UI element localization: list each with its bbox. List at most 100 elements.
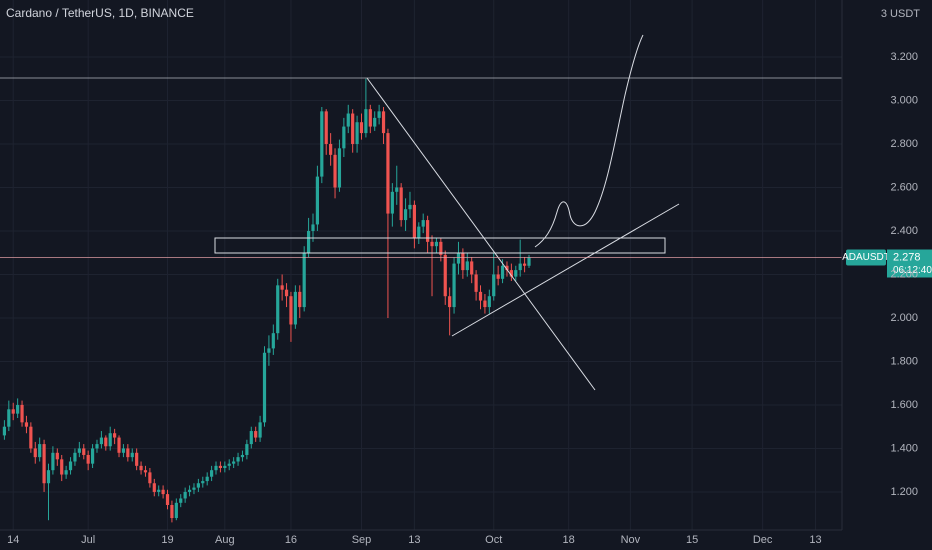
y-tick-label: 1.800 bbox=[890, 355, 918, 367]
zone-box bbox=[214, 237, 666, 254]
candle-body bbox=[452, 263, 456, 308]
descending-trendline bbox=[366, 77, 596, 391]
candle-body bbox=[434, 241, 439, 247]
candle-body bbox=[421, 220, 425, 227]
candle-body bbox=[381, 111, 386, 134]
candle-body bbox=[73, 452, 77, 462]
price-badge bbox=[887, 249, 932, 278]
candle-body bbox=[249, 431, 253, 445]
candle-body bbox=[443, 254, 447, 297]
candle-body bbox=[210, 470, 214, 477]
candle-body bbox=[130, 452, 134, 458]
candle-body bbox=[258, 422, 262, 438]
candle-body bbox=[456, 252, 461, 264]
candle-body bbox=[505, 265, 509, 271]
candle-body bbox=[306, 230, 311, 253]
candle-body bbox=[42, 444, 46, 484]
x-tick-label: Oct bbox=[485, 534, 502, 546]
candle-body bbox=[240, 454, 245, 458]
x-tick-label: Dec bbox=[753, 534, 773, 546]
candle-body bbox=[395, 187, 399, 192]
candle-body bbox=[271, 333, 275, 349]
y-tick-label: 1.400 bbox=[890, 442, 918, 454]
candle-body bbox=[386, 133, 390, 214]
candle-body bbox=[448, 296, 452, 308]
candle-body bbox=[82, 448, 86, 455]
x-tick-label: 13 bbox=[408, 534, 420, 546]
y-tick-label: 2.600 bbox=[890, 181, 918, 193]
candle-body bbox=[20, 404, 24, 423]
candle-body bbox=[33, 448, 37, 458]
drawings bbox=[0, 34, 842, 391]
candle-body bbox=[165, 494, 170, 505]
candle-body bbox=[152, 483, 156, 492]
candle-body bbox=[214, 465, 218, 471]
price-marker: ADAUSDT 2.278 06:12:40 bbox=[0, 249, 932, 278]
candle-body bbox=[408, 204, 412, 210]
candle-body bbox=[77, 448, 81, 453]
candle-body bbox=[262, 352, 267, 423]
candle-body bbox=[364, 109, 368, 134]
y-tick-label: 1.600 bbox=[890, 399, 918, 411]
candle-body bbox=[470, 261, 474, 275]
candle-body bbox=[38, 444, 42, 458]
candle-body bbox=[346, 113, 350, 127]
candle-body bbox=[60, 459, 64, 475]
candle-body bbox=[68, 461, 73, 471]
candle-body bbox=[170, 504, 174, 519]
x-tick-label: 14 bbox=[7, 534, 19, 546]
candle-body bbox=[29, 426, 33, 449]
candle-body bbox=[232, 461, 236, 464]
candle-body bbox=[399, 187, 403, 221]
candle-body bbox=[55, 452, 59, 460]
x-tick-label: 16 bbox=[285, 534, 297, 546]
y-tick-label: 2.200 bbox=[890, 268, 918, 280]
x-tick-label: 19 bbox=[161, 534, 173, 546]
x-tick-label: 18 bbox=[563, 534, 575, 546]
candle-body bbox=[359, 122, 364, 134]
candle-body bbox=[377, 111, 381, 118]
candle-body bbox=[412, 204, 416, 238]
y-tick-label: 3.200 bbox=[890, 51, 918, 63]
candle-body bbox=[245, 444, 249, 455]
candle-body bbox=[329, 143, 333, 155]
projection-curve bbox=[534, 34, 644, 248]
x-tick-label: 15 bbox=[686, 534, 698, 546]
candle-body bbox=[500, 265, 505, 279]
candle-body bbox=[302, 252, 306, 308]
candle-body bbox=[174, 502, 178, 519]
candle-body bbox=[86, 454, 90, 464]
candle-body bbox=[324, 111, 328, 144]
candle-body bbox=[139, 465, 143, 471]
candle-body bbox=[315, 176, 320, 225]
candle-body bbox=[474, 274, 478, 292]
candle-body bbox=[117, 437, 121, 453]
candle-body bbox=[417, 226, 421, 238]
candle-body bbox=[183, 491, 187, 499]
candle-body bbox=[461, 252, 465, 271]
candle-body bbox=[298, 291, 302, 308]
candle-body bbox=[126, 448, 130, 458]
candle-body bbox=[192, 487, 196, 490]
candle-body bbox=[196, 483, 200, 488]
candle-body bbox=[509, 270, 513, 277]
candle-body bbox=[143, 470, 148, 473]
y-tick-label: 2.800 bbox=[890, 138, 918, 150]
candle-body bbox=[7, 409, 11, 427]
x-tick-label: 13 bbox=[809, 534, 821, 546]
candle-body bbox=[205, 476, 209, 482]
candle-body bbox=[218, 465, 223, 469]
candle-body bbox=[104, 437, 108, 447]
candle-body bbox=[465, 261, 469, 271]
candle-body bbox=[289, 296, 293, 325]
candle-body bbox=[46, 470, 51, 484]
candle-body bbox=[121, 448, 126, 453]
candle-body bbox=[2, 426, 7, 436]
candle-body bbox=[16, 404, 20, 414]
y-tick-label: 2.400 bbox=[890, 225, 918, 237]
candle-body bbox=[95, 444, 99, 449]
candle-body bbox=[478, 291, 483, 301]
candle-body bbox=[227, 463, 231, 466]
